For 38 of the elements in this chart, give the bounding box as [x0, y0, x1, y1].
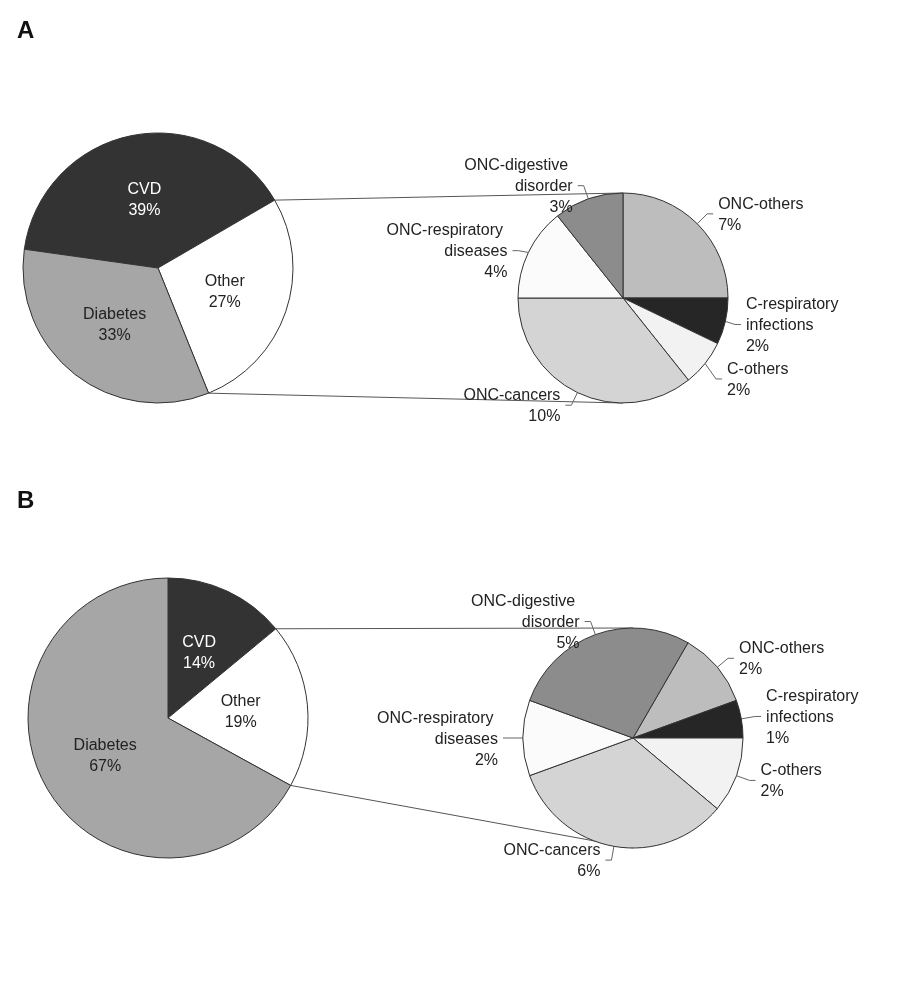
data-label: 6% [577, 862, 601, 880]
data-label: 2% [727, 380, 751, 398]
data-label: 2% [474, 750, 498, 768]
slice-label: ONC-others [738, 639, 825, 657]
slice-label: Other [204, 271, 246, 289]
slice-label: ONC-others [718, 194, 804, 212]
data-label: 14% [183, 653, 216, 671]
slice-label: Diabetes [73, 736, 137, 754]
data-label: 1% [766, 728, 790, 746]
slice-label: Diabetes [83, 304, 147, 322]
data-label: 2% [738, 660, 763, 678]
slice-label: ONC-cancers [503, 841, 601, 859]
data-label: 10% [528, 407, 561, 425]
slice-label: ONC-respiratory diseases [377, 708, 498, 747]
chart-title: B [17, 485, 35, 513]
data-label: 2% [745, 336, 770, 354]
chart-title: A [17, 15, 35, 43]
slice-label: Other [220, 692, 262, 710]
data-label: 27% [208, 292, 241, 310]
slice-label: C-others [760, 761, 822, 779]
data-label: 19% [224, 713, 257, 731]
data-label: 33% [98, 325, 131, 343]
slice-label: C-respiratory infections [745, 294, 843, 333]
slice-label: ONC-digestive disorder [464, 156, 574, 195]
slice-label: C-respiratory infections [766, 686, 864, 725]
data-label: 5% [556, 633, 580, 651]
slice-label: CVD [182, 632, 216, 650]
slice-label: ONC-digestive disorder [471, 591, 581, 630]
data-label: 3% [549, 198, 573, 216]
data-label: 2% [760, 782, 784, 800]
data-label: 39% [128, 200, 161, 218]
slice-label: ONC-cancers [463, 386, 561, 404]
slice-label: C-others [727, 359, 789, 377]
data-label: 7% [718, 215, 742, 233]
data-label: 4% [484, 263, 508, 281]
data-label: 67% [89, 757, 122, 775]
slice-label: CVD [127, 179, 162, 197]
slice-label: ONC-respiratory diseases [386, 221, 508, 260]
